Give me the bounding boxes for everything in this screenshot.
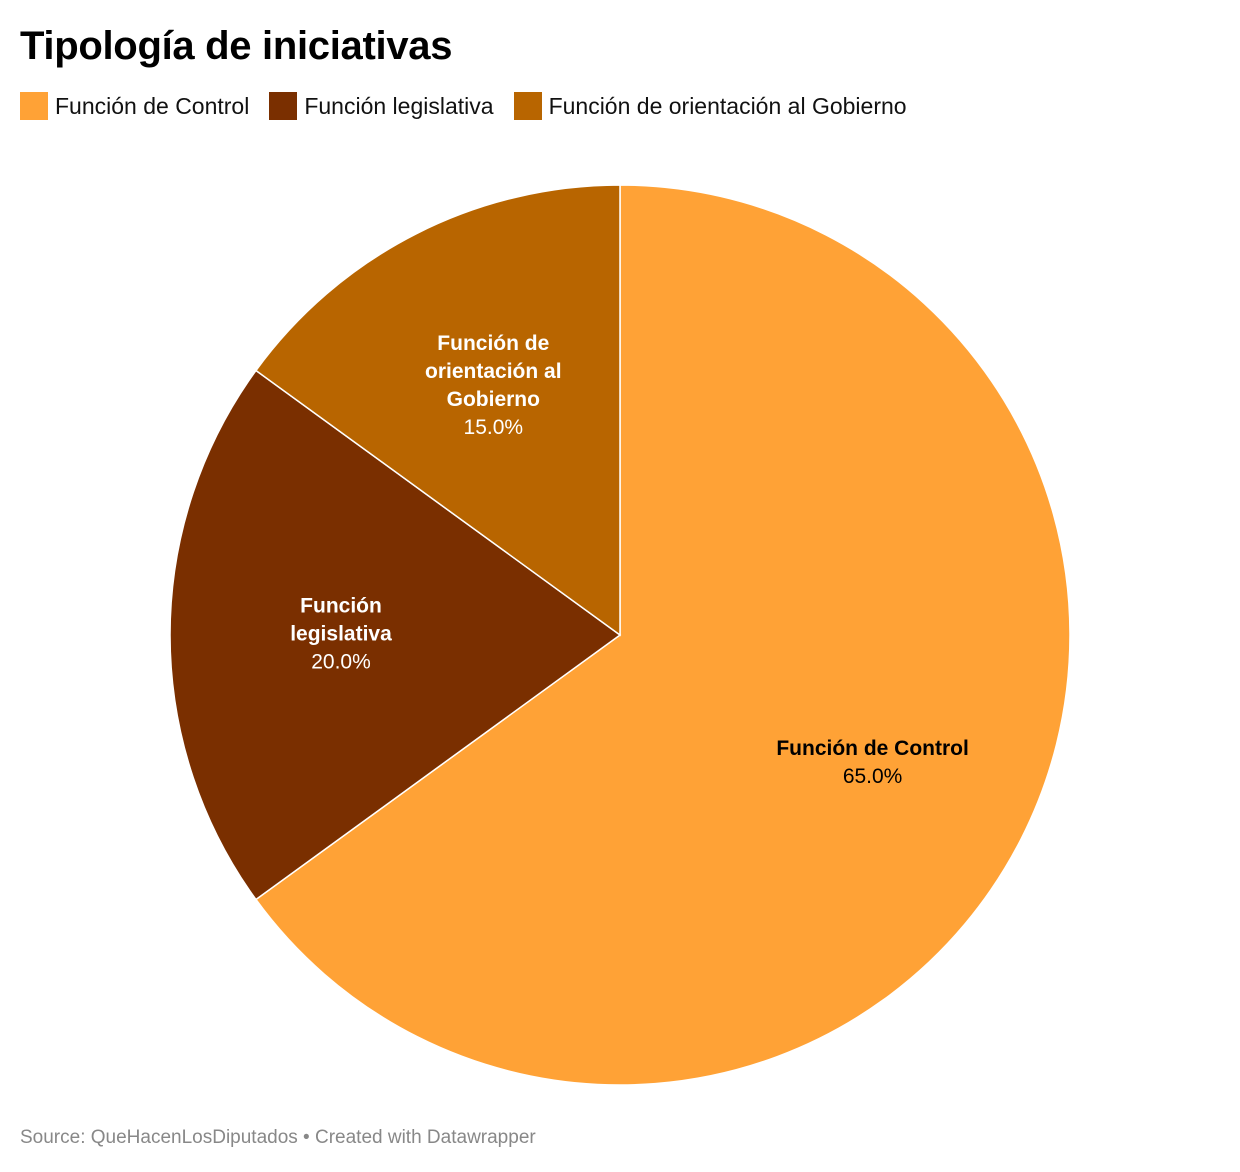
- legend-item-legislativa: Función legislativa: [269, 91, 494, 121]
- slice-label-name-orientacion: orientación al: [425, 360, 562, 383]
- slice-label-legislativa: Función legislativa 20.0%: [290, 595, 392, 674]
- legend-item-orientacion: Función de orientación al Gobierno: [513, 91, 907, 121]
- slice-label-name-orientacion: Gobierno: [447, 388, 540, 411]
- legend-label-control: Función de Control: [55, 93, 250, 119]
- pie-slice-control: [254, 184, 1071, 1086]
- pie-slice-legislativa: [169, 369, 622, 901]
- slice-label-value-control: 65.0%: [843, 765, 903, 788]
- slice-label-name-legislativa: Función: [300, 595, 382, 618]
- slice-label-name-legislativa: legislativa: [290, 623, 392, 646]
- slice-label-name-control: Función de Control: [776, 737, 968, 760]
- legend-item-control: Función de Control: [20, 91, 249, 121]
- slice-label-control: Función de Control 65.0%: [776, 737, 968, 788]
- slice-label-value-orientacion: 15.0%: [464, 416, 524, 439]
- legend: Función de Control Función legislativa F…: [20, 91, 927, 121]
- legend-swatch-orientacion: [513, 92, 542, 120]
- slice-label-name-orientacion: Función de: [437, 332, 549, 355]
- pie-slice-orientacion: [254, 184, 621, 637]
- slice-label-orientacion: Función de orientación al Gobierno 15.0%: [425, 332, 562, 439]
- source-footer: Source: QueHacenLosDiputados • Created w…: [20, 1127, 536, 1148]
- legend-label-orientacion: Función de orientación al Gobierno: [548, 93, 907, 119]
- legend-swatch-legislativa: [269, 92, 298, 120]
- chart-title: Tipología de iniciativas: [20, 24, 453, 68]
- legend-label-legislativa: Función legislativa: [304, 93, 494, 119]
- legend-swatch-control: [20, 92, 48, 120]
- slice-label-value-legislativa: 20.0%: [311, 651, 371, 674]
